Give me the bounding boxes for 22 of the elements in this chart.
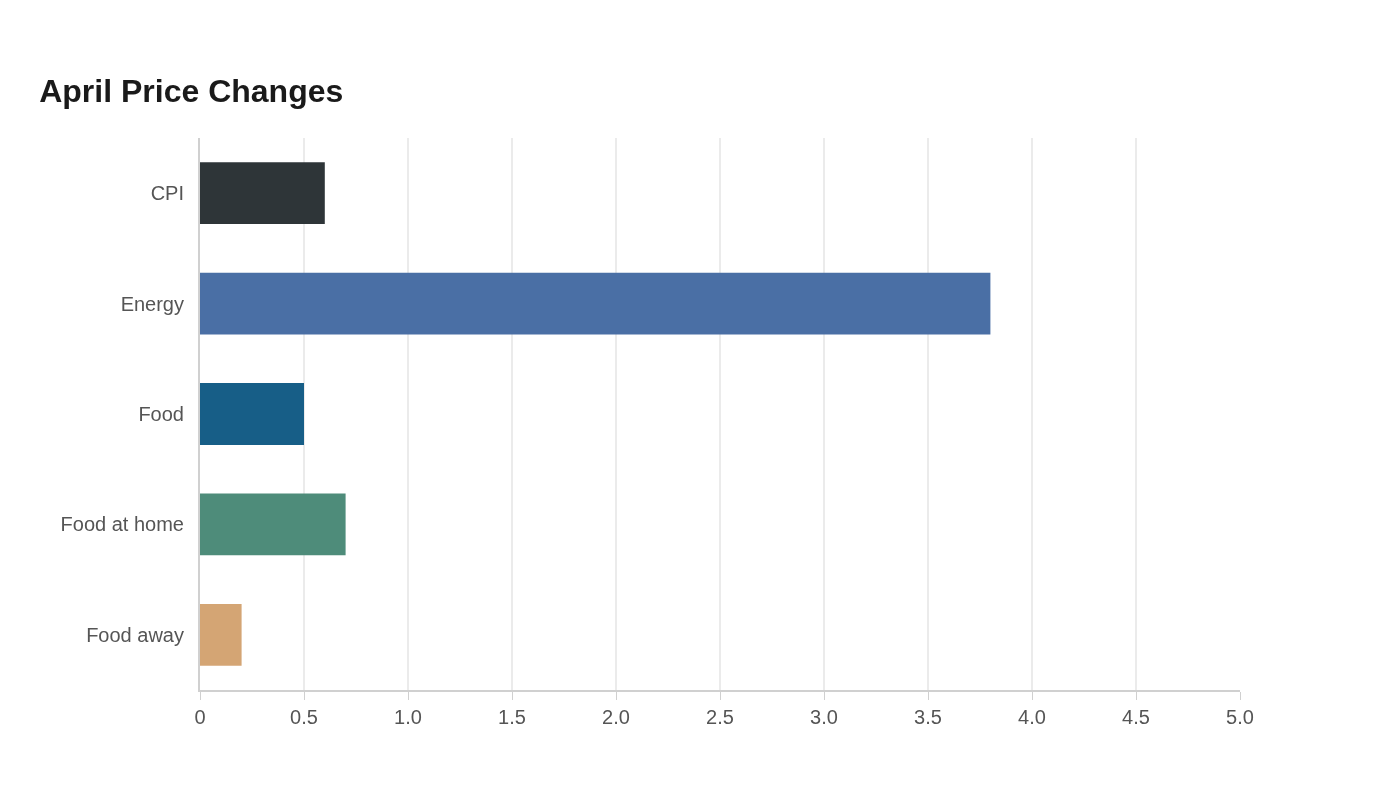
y-tick-label: Food away	[86, 623, 184, 646]
x-tick-label: 5.0	[1226, 706, 1254, 728]
x-tick-label: 3.0	[810, 706, 838, 728]
chart-title: April Price Changes	[39, 73, 344, 110]
y-tick-label: Food	[138, 403, 184, 425]
x-tick-label: 0.5	[290, 706, 318, 728]
x-tick-label: 3.5	[914, 706, 942, 728]
x-tick-label: 0	[194, 706, 206, 728]
x-tick-label: 1.0	[394, 706, 422, 728]
x-tick-label: 4.5	[1122, 706, 1150, 728]
bar	[200, 383, 304, 445]
bar	[200, 162, 325, 225]
bar	[200, 603, 242, 666]
y-tick-label: Food at home	[60, 513, 184, 536]
y-tick-label: Energy	[120, 292, 184, 315]
x-tick-label: 2.0	[602, 706, 630, 728]
y-tick-label: CPI	[150, 182, 184, 205]
x-tick-label: 4.0	[1018, 706, 1046, 728]
bar	[200, 493, 346, 556]
x-tick-label: 2.5	[706, 706, 734, 728]
bar	[200, 272, 991, 335]
x-tick-label: 1.5	[498, 706, 526, 728]
